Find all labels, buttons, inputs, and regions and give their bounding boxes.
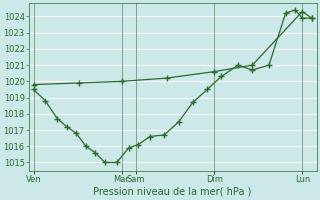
X-axis label: Pression niveau de la mer( hPa ): Pression niveau de la mer( hPa ): [93, 187, 252, 197]
